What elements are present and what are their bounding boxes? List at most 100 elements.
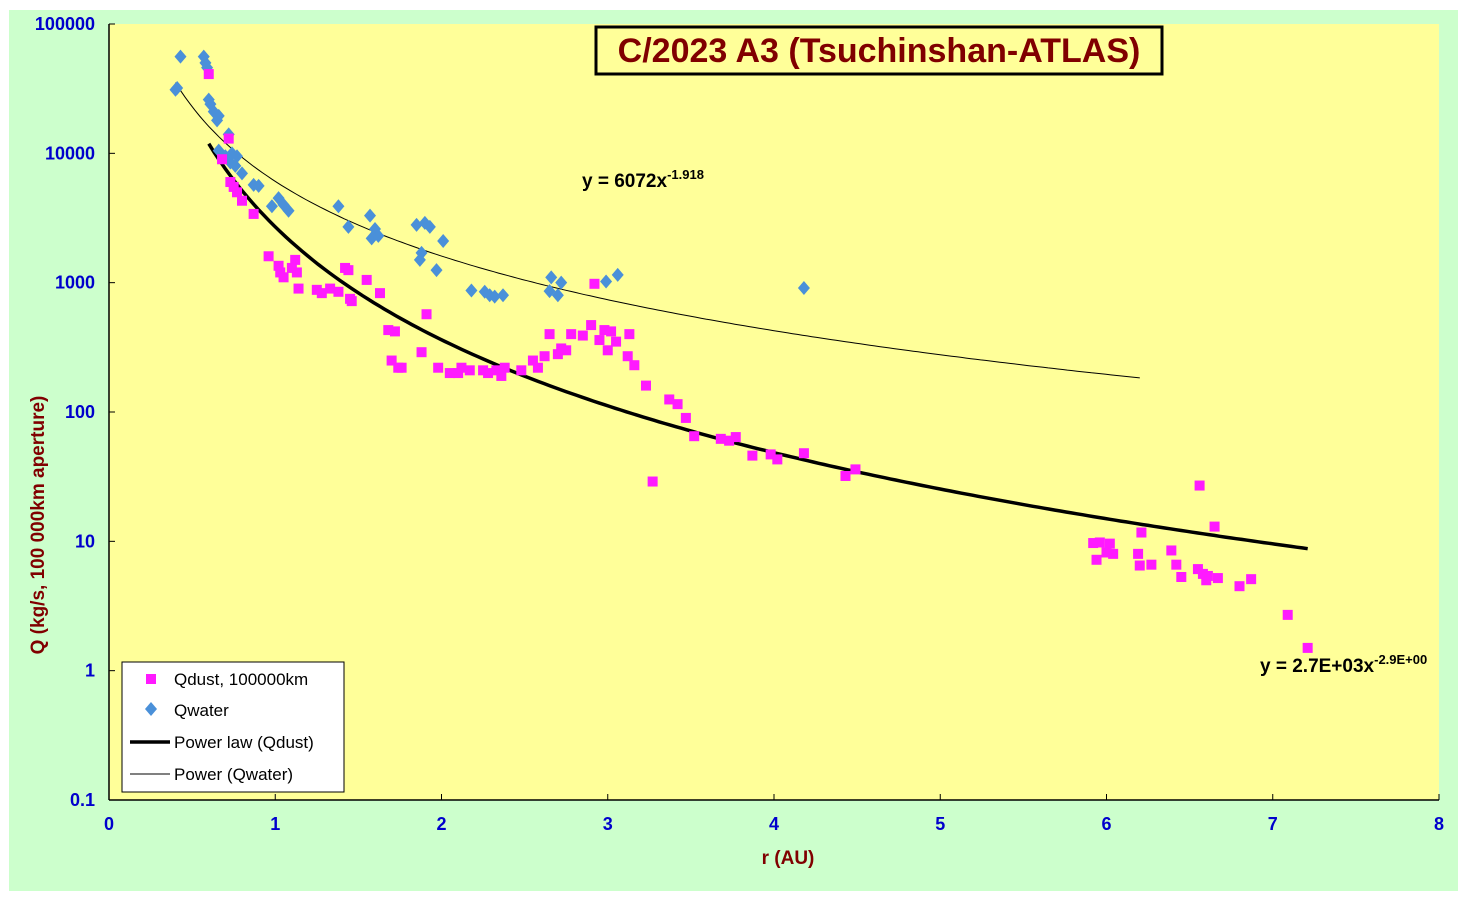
water-data-point [497,288,510,303]
dust-data-point [203,69,214,80]
dust-data-point [1108,548,1119,559]
dust-data-point [527,355,538,366]
y-axis-label: Q (kg/s, 100 000km aperture) [28,396,49,655]
data-points [169,49,1313,653]
dust-data-point [464,365,475,376]
dust-data-point [290,254,301,265]
dust-data-point [316,288,327,299]
y-tick-label: 100 [65,402,95,422]
dust-data-point [374,288,385,299]
water-data-point [372,228,385,243]
water-data-point [410,217,423,232]
dust-data-point [444,368,455,379]
water-data-point [797,280,810,295]
dust-data-point [343,265,354,276]
dust-data-point [1133,548,1144,559]
dust-data-point [1171,559,1182,570]
dust-data-point [747,450,758,461]
dust-data-point [1282,609,1293,620]
dust-data-point [325,283,336,294]
dust-data-point [361,274,372,285]
dust-data-point [263,251,274,262]
y-tick-label: 10 [75,531,95,551]
legend: Qdust, 100000km Qwater Power law (Qdust)… [121,661,345,793]
water-data-point [551,288,564,303]
dust-data-point [433,362,444,373]
water-power-fit-line [175,82,1140,379]
y-tick-label: 10000 [45,143,95,163]
legend-marker-dust [146,674,156,684]
dust-data-point [544,329,555,340]
dust-data-point [1146,559,1157,570]
dust-data-point [611,336,622,347]
dust-fit-equation: y = 2.7E+03x-2.9E+00 [1260,652,1427,677]
dust-data-point [456,362,467,373]
dust-data-point [346,296,357,307]
x-tick-label: 2 [436,814,446,834]
dust-data-point [798,448,809,459]
dust-data-point [1166,545,1177,556]
dust-data-point [228,181,239,192]
chart-title-box [594,25,1164,76]
chart-title: C/2023 A3 (Tsuchinshan-ATLAS) [618,32,1141,70]
dust-data-point [1194,480,1205,491]
dust-data-point [664,394,675,405]
x-tick-label: 3 [603,814,613,834]
dust-data-point [589,278,600,289]
water-data-point [364,208,377,223]
dust-data-point [840,471,851,482]
dust-data-point [1101,547,1112,558]
dust-data-point [647,476,658,487]
dust-data-point [496,370,507,381]
dust-data-point [602,345,613,356]
water-data-point [423,219,436,234]
dust-data-point [532,362,543,373]
dust-data-point [491,365,502,376]
dust-data-point [552,349,563,360]
dust-data-point [291,267,302,278]
x-tick-label: 0 [104,814,114,834]
dust-data-point [483,368,494,379]
water-data-point [342,219,355,234]
dust-data-point [237,195,247,206]
dust-data-point [765,449,776,460]
legend-marker-water [145,702,157,716]
x-tick-label: 1 [270,814,280,834]
water-fit-equation: y = 6072x-1.918 [582,167,704,192]
dust-data-point [1088,538,1099,549]
dust-data-point [386,355,397,366]
dust-data-point [724,435,735,446]
water-data-point [488,289,501,304]
dust-data-point [680,412,691,423]
legend-label-water-fit: Power (Qwater) [174,765,293,784]
dust-data-point [333,286,344,297]
dust-data-point [217,154,228,165]
legend-label-dust-fit: Power law (Qdust) [174,733,314,752]
dust-data-point [606,326,617,337]
legend-label-dust: Qdust, 100000km [174,670,308,689]
dust-data-point [516,365,527,376]
dust-data-point [273,260,284,271]
water-data-point [465,283,478,298]
dust-data-point [1094,537,1105,548]
dust-data-point [539,351,550,362]
dust-data-point [629,360,640,371]
water-data-point [231,149,244,164]
dust-data-point [223,133,234,144]
water-data-point [600,274,613,289]
dust-data-point [730,432,741,443]
water-data-point [174,49,187,64]
dust-data-point [1246,574,1257,585]
x-tick-label: 6 [1101,814,1111,834]
dust-data-point [1202,570,1213,581]
dust-data-point [1302,642,1313,653]
dust-data-point [577,330,588,341]
water-data-point [212,108,225,123]
x-tick-label: 4 [769,814,779,834]
dust-data-point [640,380,651,391]
dust-data-point [421,309,432,320]
dust-data-point [278,272,289,283]
dust-data-point [1091,554,1102,565]
dust-data-point [1104,538,1115,549]
dust-data-point [1234,581,1245,592]
